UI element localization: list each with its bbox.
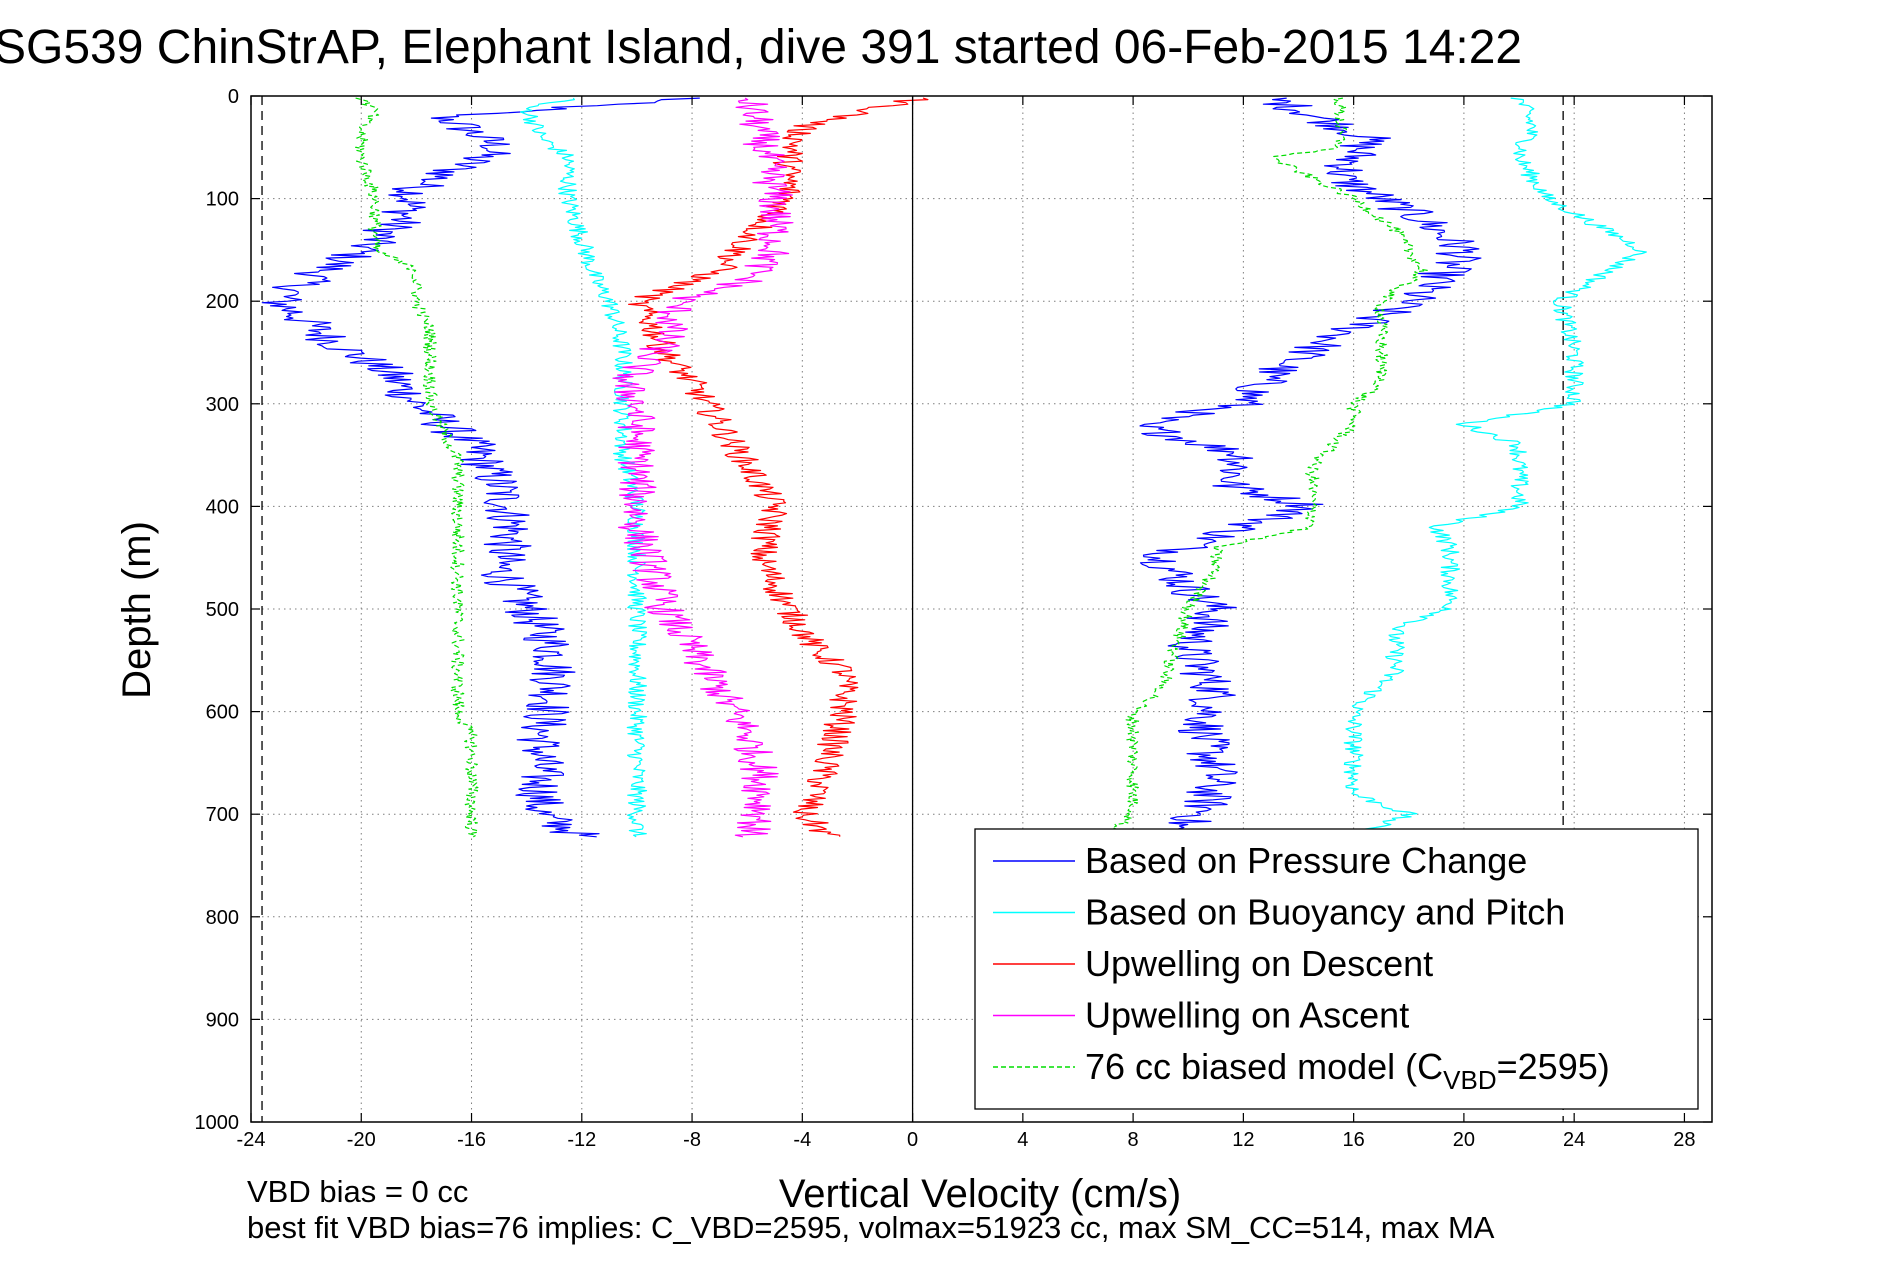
x-tick-label-6: 0 (907, 1129, 918, 1151)
series-1 (520, 97, 1647, 838)
y-tick-label-3: 300 (206, 394, 239, 416)
legend-label-2: Upwelling on Descent (1085, 943, 1433, 984)
legend-label-4: 76 cc biased model (CVBD=2595) (1085, 1046, 1610, 1095)
x-tick-label-11: 20 (1453, 1129, 1475, 1151)
series-0 (261, 97, 1482, 838)
x-tick-label-0: -24 (237, 1129, 266, 1151)
x-tick-label-5: -4 (793, 1129, 811, 1151)
x-tick-label-1: -20 (347, 1129, 376, 1151)
y-tick-label-0: 0 (228, 86, 239, 108)
x-tick-label-3: -12 (567, 1129, 596, 1151)
x-tick-label-10: 16 (1343, 1129, 1365, 1151)
series-4 (355, 97, 1428, 838)
series-4-ascent-line (1100, 97, 1428, 838)
y-tick-label-7: 700 (206, 804, 239, 826)
legend-label-3: Upwelling on Ascent (1085, 995, 1409, 1036)
x-tick-label-12: 24 (1563, 1129, 1585, 1151)
legend-label-suffix: =2595) (1497, 1046, 1610, 1087)
x-tick-label-9: 12 (1232, 1129, 1254, 1151)
series-0-ascent-line (1139, 97, 1482, 835)
legend-box (974, 828, 1699, 1110)
x-tick-label-7: 4 (1017, 1129, 1028, 1151)
y-tick-label-9: 900 (206, 1009, 239, 1031)
y-tick-label-4: 400 (206, 496, 239, 518)
best-fit-note: best fit VBD bias=76 implies: C_VBD=2595… (247, 1210, 1495, 1245)
series-layer (261, 97, 1647, 838)
series-4-descent-line (355, 97, 479, 838)
legend-label-1: Based on Buoyancy and Pitch (1085, 892, 1565, 933)
x-tick-label-4: -8 (683, 1129, 701, 1151)
y-tick-label-6: 600 (206, 702, 239, 724)
x-tick-label-13: 28 (1673, 1129, 1695, 1151)
series-1-ascent-line (1343, 97, 1647, 834)
x-tick-label-8: 8 (1128, 1129, 1139, 1151)
x-tick-label-2: -16 (457, 1129, 486, 1151)
series-3-descent-line (612, 97, 794, 838)
vbd-bias-note: VBD bias = 0 cc (247, 1174, 468, 1209)
ticks (250, 95, 1712, 1123)
legend-label-0: Based on Pressure Change (1085, 840, 1527, 881)
y-tick-label-10: 1000 (195, 1112, 240, 1134)
y-tick-label-1: 100 (206, 189, 239, 211)
chart-title: SG539 ChinStrAP, Elephant Island, dive 3… (0, 21, 1522, 74)
x-axis-label: Vertical Velocity (cm/s) (779, 1172, 1181, 1216)
series-3 (612, 97, 794, 838)
legend-label-subscript: VBD (1443, 1065, 1496, 1095)
y-tick-label-5: 500 (206, 599, 239, 621)
y-axis-label: Depth (m) (115, 521, 159, 699)
legend: Based on Pressure Change Based on Buoyanc… (974, 828, 1699, 1110)
series-0-descent-line (261, 97, 700, 838)
y-tick-label-2: 200 (206, 291, 239, 313)
y-tick-label-8: 800 (206, 907, 239, 929)
tick-labels: -24 -20 -16 -12 -8 -4 0 4 8 12 16 20 24 28 0 100 200 300 4… (195, 86, 1696, 1151)
